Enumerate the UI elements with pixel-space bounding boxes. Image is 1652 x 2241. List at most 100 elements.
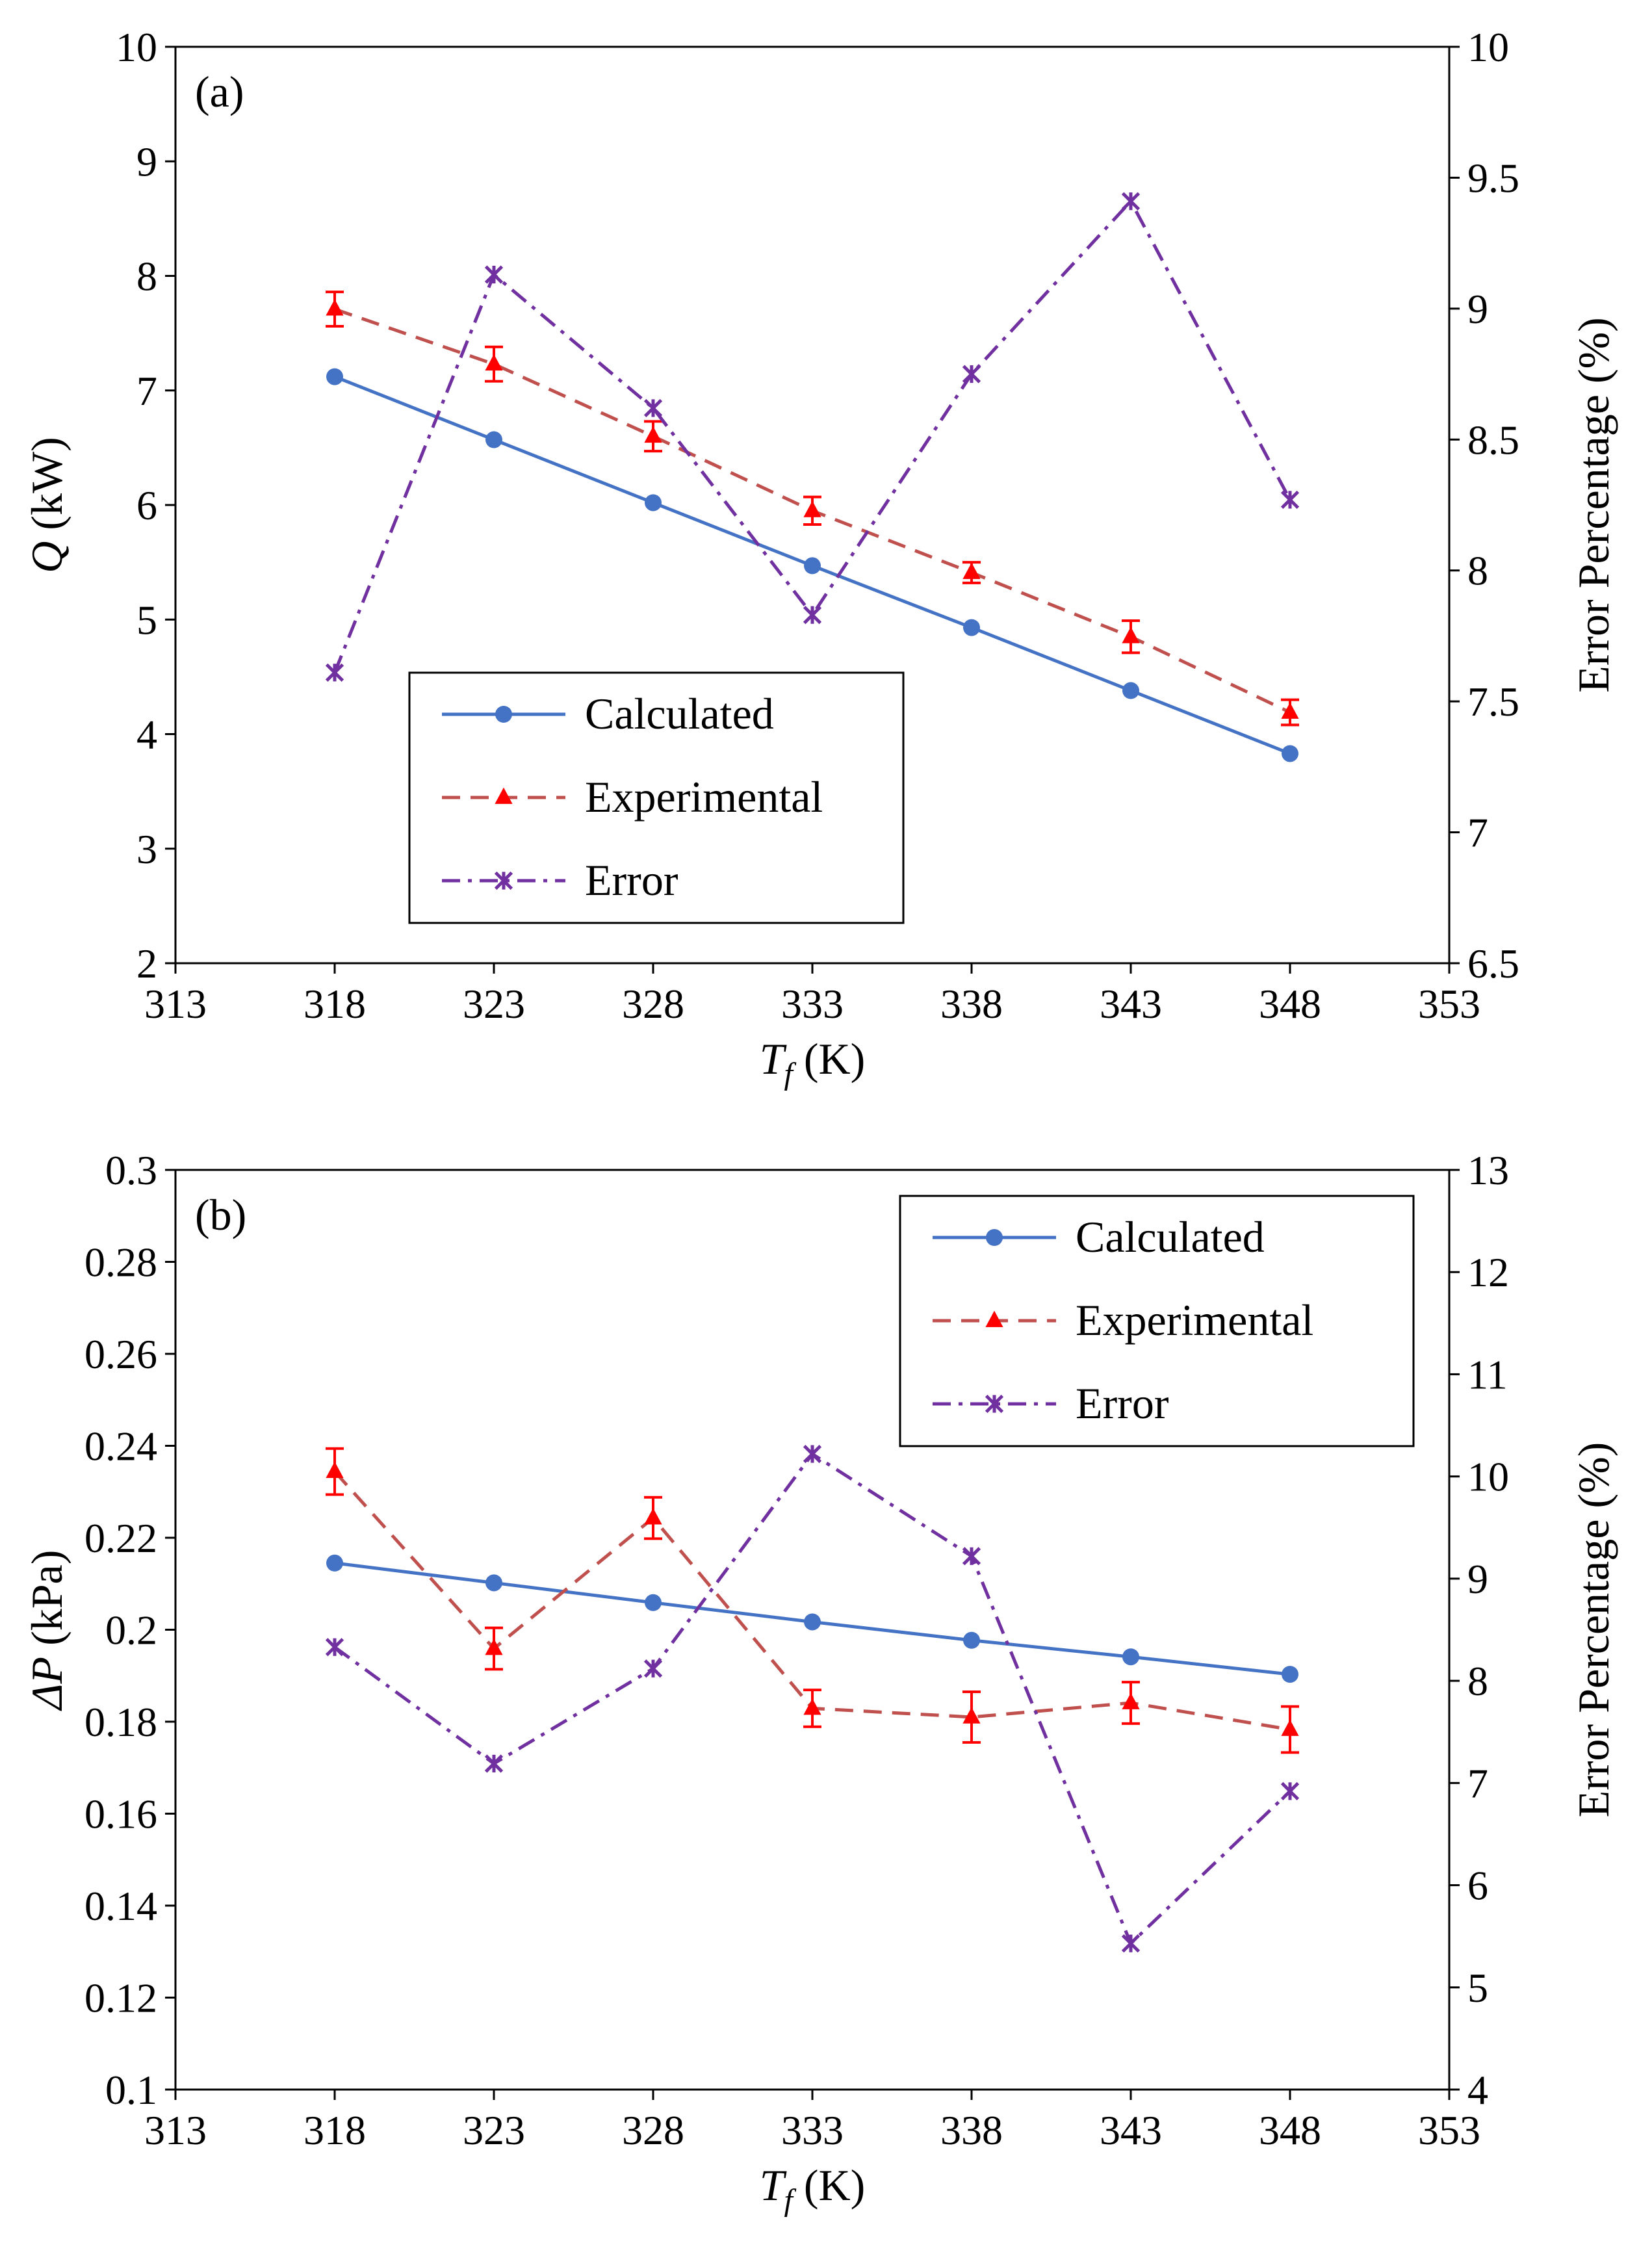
error-marker bbox=[484, 265, 504, 284]
legend-label: Calculated bbox=[585, 689, 774, 738]
experimental-marker bbox=[803, 500, 821, 517]
y2-tick-label: 9 bbox=[1467, 1556, 1488, 1602]
x-tick-label: 323 bbox=[463, 981, 525, 1027]
error-marker bbox=[494, 871, 513, 890]
experimental-marker bbox=[1122, 1692, 1140, 1709]
y2-tick-label: 6.5 bbox=[1467, 940, 1519, 987]
calculated-marker bbox=[1122, 682, 1139, 699]
x-tick-label: 313 bbox=[144, 981, 207, 1027]
calculated-marker bbox=[963, 1631, 980, 1649]
legend-entry-experimental: Experimental bbox=[442, 772, 823, 822]
x-axis-title-symbol: T bbox=[760, 2160, 787, 2210]
x-axis-title-unit: (K) bbox=[793, 1034, 865, 1083]
x-tick-label: 323 bbox=[463, 2107, 525, 2153]
x-tick-label: 343 bbox=[1100, 981, 1162, 1027]
y-axis-title-unit: (kPa) bbox=[22, 1550, 71, 1657]
calculated-marker bbox=[804, 1613, 821, 1631]
experimental-series bbox=[326, 291, 1299, 727]
x-tick-label: 328 bbox=[622, 2107, 684, 2153]
panel-label: (a) bbox=[195, 67, 244, 116]
y-tick-label: 6 bbox=[136, 482, 157, 528]
calculated-series bbox=[326, 368, 1298, 762]
y2-tick-label: 10 bbox=[1467, 24, 1509, 70]
x-tick-label: 313 bbox=[144, 2107, 207, 2153]
y2-tick-label: 7 bbox=[1467, 810, 1488, 856]
experimental-marker bbox=[326, 299, 344, 316]
y-tick-label: 0.3 bbox=[105, 1147, 157, 1193]
calculated-marker bbox=[1282, 745, 1298, 762]
legend-entry-calculated: Calculated bbox=[442, 689, 774, 738]
error-marker bbox=[1280, 1781, 1300, 1801]
experimental-marker bbox=[644, 426, 662, 443]
x-tick-label: 338 bbox=[940, 981, 1003, 1027]
error-marker bbox=[325, 663, 344, 682]
y-tick-label: 0.28 bbox=[84, 1239, 157, 1286]
y-tick-label: 0.18 bbox=[84, 1699, 157, 1745]
y2-tick-label: 12 bbox=[1467, 1249, 1509, 1295]
calculated-marker bbox=[963, 619, 980, 636]
x-axis-title: Tf (K) bbox=[760, 1034, 866, 1091]
error-marker bbox=[962, 1547, 981, 1566]
y2-tick-label: 4 bbox=[1467, 2067, 1488, 2113]
y-tick-label: 0.12 bbox=[84, 1975, 157, 2021]
y-tick-label: 0.24 bbox=[84, 1423, 157, 1470]
legend-entry-experimental: Experimental bbox=[933, 1295, 1313, 1345]
error-marker bbox=[325, 1638, 344, 1657]
y2-tick-label: 11 bbox=[1467, 1351, 1508, 1397]
y-tick-label: 0.14 bbox=[84, 1883, 157, 1929]
x-tick-label: 348 bbox=[1259, 2107, 1321, 2153]
x-tick-label: 353 bbox=[1418, 2107, 1480, 2153]
y2-tick-label: 9 bbox=[1467, 286, 1488, 332]
error-series bbox=[325, 192, 1300, 682]
legend-label: Calculated bbox=[1076, 1212, 1265, 1262]
y-tick-label: 2 bbox=[136, 940, 157, 987]
calculated-marker bbox=[645, 494, 662, 512]
experimental-marker bbox=[1281, 1719, 1299, 1736]
y-tick-label: 0.2 bbox=[105, 1607, 157, 1653]
experimental-marker bbox=[485, 1639, 503, 1655]
y-axis-title: Q (kW) bbox=[22, 437, 71, 573]
legend-label: Experimental bbox=[1076, 1295, 1313, 1345]
x-tick-label: 338 bbox=[940, 2107, 1003, 2153]
x-tick-label: 343 bbox=[1100, 2107, 1162, 2153]
calculated-marker bbox=[645, 1594, 662, 1611]
experimental-marker bbox=[495, 787, 513, 804]
calculated-marker bbox=[495, 706, 512, 723]
experimental-series bbox=[326, 1447, 1299, 1754]
panel-label: (b) bbox=[195, 1190, 246, 1239]
legend-entry-error: Error bbox=[933, 1379, 1169, 1428]
y-tick-label: 0.1 bbox=[105, 2067, 157, 2113]
y-tick-label: 8 bbox=[136, 253, 157, 300]
experimental-marker bbox=[326, 1461, 344, 1478]
y-tick-label: 9 bbox=[136, 138, 157, 185]
x-axis-title: Tf (K) bbox=[760, 2160, 866, 2218]
x-tick-label: 318 bbox=[303, 981, 366, 1027]
legend-entry-error: Error bbox=[442, 855, 678, 905]
y2-axis-title: Error Percentage (%) bbox=[1569, 317, 1618, 693]
x-tick-label: 353 bbox=[1418, 981, 1480, 1027]
x-tick-label: 333 bbox=[781, 981, 844, 1027]
y-axis-title-symbol: Q bbox=[22, 541, 71, 573]
y-tick-label: 3 bbox=[136, 826, 157, 872]
legend: Calculated Experimental Error bbox=[408, 671, 905, 924]
calculated-marker bbox=[1282, 1666, 1298, 1683]
calculated-marker bbox=[986, 1229, 1003, 1246]
y-tick-label: 4 bbox=[136, 712, 157, 758]
y-tick-label: 5 bbox=[136, 597, 157, 643]
legend-label: Error bbox=[1076, 1379, 1169, 1428]
calculated-marker bbox=[326, 368, 343, 385]
y2-tick-label: 8 bbox=[1467, 1658, 1488, 1704]
x-tick-label: 348 bbox=[1259, 981, 1321, 1027]
y-tick-label: 0.22 bbox=[84, 1515, 157, 1561]
legend-entry-calculated: Calculated bbox=[933, 1212, 1265, 1262]
chart-panel-a: 313 318 323 328 333 338 343 348 353 2 3 4 5 6 7 8 9 10 6.5… bbox=[22, 24, 1618, 1091]
experimental-marker bbox=[485, 354, 503, 371]
y-axis-title-unit: (kW) bbox=[22, 437, 71, 541]
error-marker bbox=[962, 365, 981, 383]
error-marker bbox=[1280, 490, 1300, 510]
experimental-marker bbox=[803, 1698, 821, 1715]
calculated-marker bbox=[485, 431, 502, 448]
y2-axis-title: Error Percentage (%) bbox=[1569, 1442, 1618, 1818]
error-line bbox=[333, 200, 1292, 673]
x-axis-title-symbol: T bbox=[760, 1034, 787, 1083]
